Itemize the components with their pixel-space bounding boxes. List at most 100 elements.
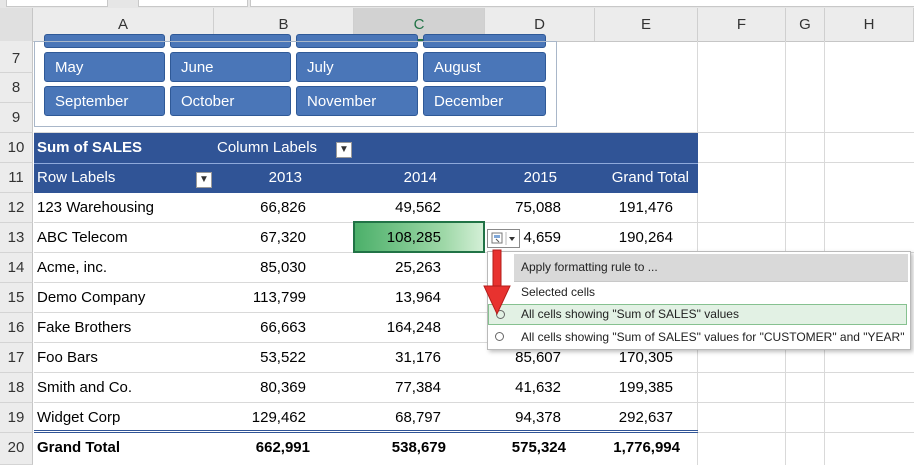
format-brush-icon [491, 232, 515, 245]
pivot-header-divider [34, 163, 698, 164]
gridline [34, 282, 487, 283]
slicer-button-june[interactable]: June [170, 52, 291, 82]
value-cell[interactable]: 191,476 [618, 199, 673, 216]
row-label[interactable]: Foo Bars [37, 349, 98, 366]
value-cell[interactable]: 164,248 [386, 319, 441, 336]
row-labels-caption: Row Labels [37, 169, 116, 186]
column-labels-filter-button[interactable]: ▼ [336, 142, 352, 158]
selected-cell-c13[interactable] [353, 221, 485, 253]
grand-total-header: Grand Total [611, 169, 689, 186]
gridline [34, 372, 914, 373]
value-cell[interactable]: 66,663 [260, 319, 306, 336]
slicer-button-may[interactable]: May [44, 52, 165, 82]
gridline [34, 132, 914, 133]
slicer-button-july[interactable]: July [296, 52, 418, 82]
grand-total-value[interactable]: 575,324 [511, 439, 566, 456]
column-header-g[interactable]: G [786, 8, 825, 41]
column-header-h[interactable]: H [825, 8, 914, 41]
formula-box[interactable] [138, 0, 248, 7]
grand-total-value[interactable]: 662,991 [255, 439, 310, 456]
row-label[interactable]: Widget Corp [37, 409, 121, 426]
value-cell[interactable]: 85,030 [260, 259, 306, 276]
value-cell[interactable]: 129,462 [251, 409, 306, 426]
slicer-button-september[interactable]: September [44, 86, 165, 116]
gridline [34, 312, 487, 313]
value-cell[interactable]: 190,264 [618, 229, 673, 246]
menu-separator [514, 281, 908, 282]
value-cell[interactable]: 292,637 [618, 409, 673, 426]
row-label[interactable]: Acme, inc. [37, 259, 108, 276]
formatting-options-button[interactable] [487, 229, 520, 248]
value-cell[interactable]: 108,285 [386, 229, 441, 246]
row-header-14[interactable]: 14 [0, 253, 33, 283]
row-header-15[interactable]: 15 [0, 283, 33, 313]
menu-item-sales-by-customer-year[interactable]: All cells showing "Sum of SALES" values … [488, 326, 908, 348]
column-header-b[interactable]: B [214, 8, 354, 41]
value-cell[interactable]: 68,797 [395, 409, 441, 426]
slicer-button-december[interactable]: December [423, 86, 546, 116]
slicer-button-october[interactable]: October [170, 86, 291, 116]
menu-item-label: Selected cells [521, 285, 596, 299]
pivot-title: Sum of SALES [37, 139, 143, 156]
row-header-20[interactable]: 20 [0, 433, 33, 465]
value-cell[interactable]: 49,562 [395, 199, 441, 216]
slicer-button-november[interactable]: November [296, 86, 418, 116]
column-header-f[interactable]: F [698, 8, 786, 41]
column-header-e[interactable]: E [595, 8, 698, 41]
row-label[interactable]: Smith and Co. [37, 379, 133, 396]
column-header-d[interactable]: D [485, 8, 595, 41]
value-cell[interactable]: 170,305 [618, 349, 673, 366]
row-label[interactable]: Demo Company [37, 289, 146, 306]
row-header-11[interactable]: 11 [0, 163, 33, 193]
row-header-8[interactable]: 8 [0, 73, 33, 103]
grand-total-value[interactable]: 1,776,994 [613, 439, 680, 456]
row-header-9[interactable]: 9 [0, 103, 33, 133]
select-all-corner[interactable] [0, 8, 33, 41]
value-cell[interactable]: 75,088 [515, 199, 561, 216]
name-box[interactable] [6, 0, 108, 7]
gridline [34, 402, 914, 403]
value-cell[interactable]: 53,522 [260, 349, 306, 366]
grand-total-value[interactable]: 538,679 [391, 439, 446, 456]
value-cell[interactable]: 85,607 [515, 349, 561, 366]
value-cell[interactable]: 41,632 [515, 379, 561, 396]
row-header-7[interactable]: 7 [0, 41, 33, 73]
value-cell[interactable]: 4,659 [523, 229, 561, 246]
value-cell[interactable]: 13,964 [395, 289, 441, 306]
column-header-a[interactable]: A [33, 8, 214, 41]
row-label[interactable]: Fake Brothers [37, 319, 132, 336]
row-header-10[interactable]: 10 [0, 133, 33, 163]
menu-item-label: All cells showing "Sum of SALES" values … [521, 330, 905, 344]
value-cell[interactable]: 113,799 [252, 289, 306, 306]
formula-bar[interactable] [250, 0, 914, 7]
value-cell[interactable]: 67,320 [260, 229, 306, 246]
grand-total-label[interactable]: Grand Total [37, 439, 121, 456]
value-cell[interactable]: 66,826 [260, 199, 306, 216]
row-header-17[interactable]: 17 [0, 343, 33, 373]
radio-icon [495, 332, 504, 341]
row-header-12[interactable]: 12 [0, 193, 33, 223]
gridline [34, 342, 487, 343]
row-labels-filter-button[interactable]: ▼ [196, 172, 212, 188]
value-cell[interactable]: 31,176 [395, 349, 441, 366]
value-cell[interactable]: 80,369 [260, 379, 306, 396]
menu-item-selected-cells[interactable]: Selected cells [488, 281, 908, 303]
row-header-18[interactable]: 18 [0, 373, 33, 403]
menu-title-bar [514, 254, 908, 281]
value-cell[interactable]: 199,385 [618, 379, 673, 396]
menu-item-all-sales-values[interactable]: All cells showing "Sum of SALES" values [488, 304, 907, 325]
row-label[interactable]: 123 Warehousing [37, 199, 155, 216]
row-header-13[interactable]: 13 [0, 223, 33, 253]
row-header-16[interactable]: 16 [0, 313, 33, 343]
red-arrow-annotation [483, 249, 511, 316]
value-cell[interactable]: 94,378 [515, 409, 561, 426]
year-header-2014: 2014 [403, 169, 437, 186]
column-labels-caption: Column Labels [217, 139, 318, 156]
value-cell[interactable]: 25,263 [395, 259, 441, 276]
slicer-button-august[interactable]: August [423, 52, 546, 82]
year-header-2015: 2015 [523, 169, 557, 186]
row-label[interactable]: ABC Telecom [37, 229, 128, 246]
year-header-2013: 2013 [268, 169, 302, 186]
value-cell[interactable]: 77,384 [395, 379, 441, 396]
row-header-19[interactable]: 19 [0, 403, 33, 433]
